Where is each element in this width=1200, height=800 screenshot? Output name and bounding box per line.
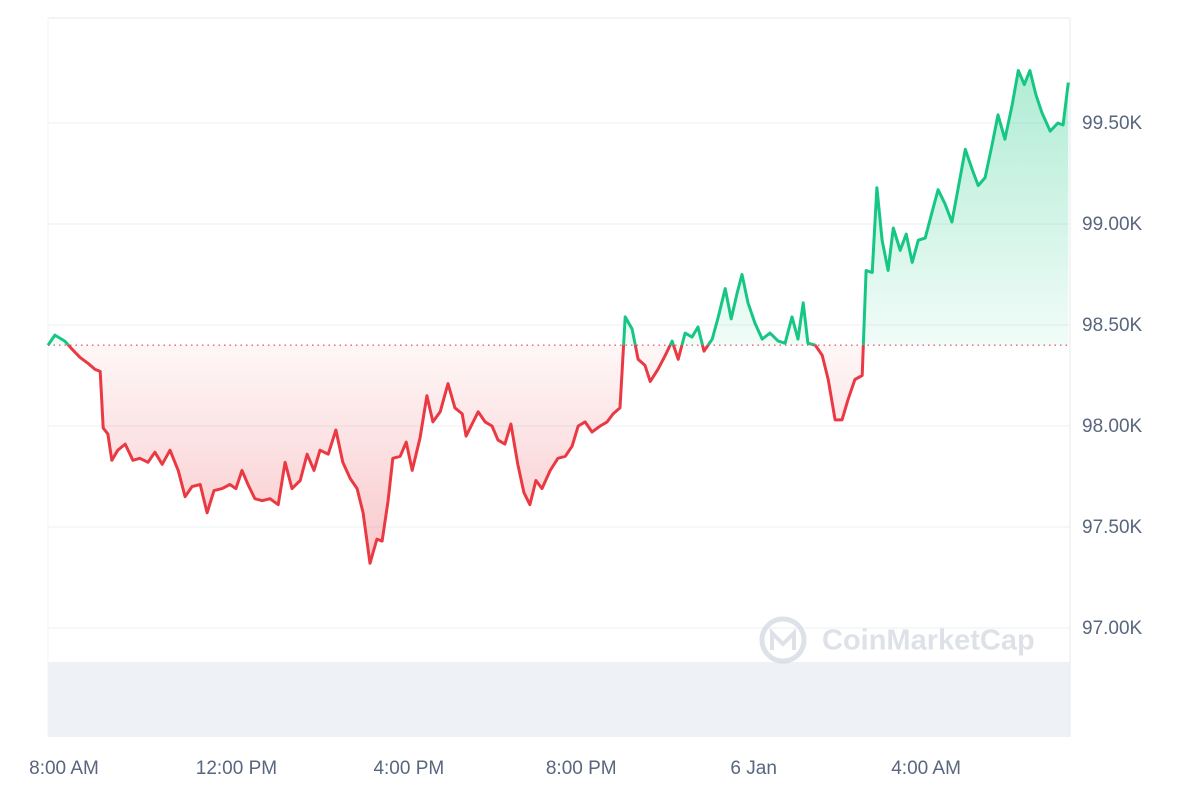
area-up [48,70,1069,346]
price-line-down [47,345,865,565]
y-tick-label: 98.50K [1082,315,1143,336]
x-tick-label: 8:00 AM [29,758,99,779]
y-tick-label: 99.50K [1082,113,1143,134]
y-tick-label: 97.50K [1082,517,1143,538]
watermark-logo [770,628,796,650]
x-tick-label: 6 Jan [730,758,776,779]
y-tick-label: 97.00K [1082,618,1143,639]
y-tick-label: 98.00K [1082,416,1143,437]
area-down [48,345,864,564]
x-tick-label: 12:00 PM [196,758,277,779]
watermark-text: CoinMarketCap [822,625,1035,657]
price-line-up [46,69,1070,346]
x-tick-label: 4:00 PM [373,758,444,779]
x-tick-label: 4:00 AM [891,758,961,779]
volume-band [48,662,1070,737]
y-tick-label: 99.00K [1082,214,1143,235]
watermark-logo [759,616,807,664]
series [46,69,1070,565]
x-tick-label: 8:00 PM [546,758,617,779]
watermark: CoinMarketCap [759,616,1035,664]
axis-labels: 97.00K 97.50K 98.00K 98.50K 99.00K 99.50K 8:00… [29,113,1142,779]
